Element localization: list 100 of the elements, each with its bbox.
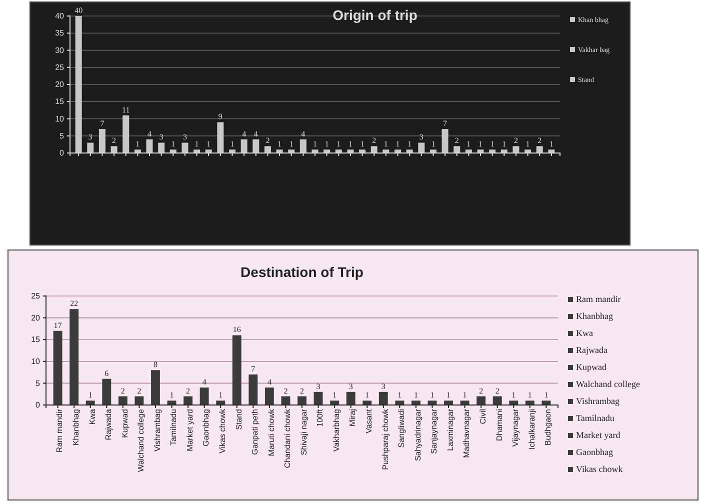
bar: [312, 150, 318, 153]
x-tick-label: Dhamani: [494, 408, 504, 442]
bar: [122, 115, 130, 153]
y-tick-label: 15: [55, 97, 65, 106]
data-label: 2: [514, 136, 518, 146]
data-label: 1: [490, 140, 494, 149]
text: Rajwada: [576, 345, 608, 355]
x-tick-label: Vishrambag: [152, 409, 162, 452]
data-label: 1: [313, 140, 317, 149]
x-tick-label: Vijaynagar: [511, 408, 520, 447]
data-label: 1: [336, 140, 341, 149]
x-tick-label: Vakharbhag: [332, 409, 341, 452]
data-label: 3: [419, 132, 424, 142]
data-label: 3: [381, 382, 386, 391]
data-label: 1: [512, 390, 516, 400]
data-label: 1: [414, 390, 418, 400]
data-label: 1: [502, 140, 506, 149]
bar: [509, 400, 518, 405]
x-tick-label: Sangliwadi: [397, 408, 406, 448]
bar: [492, 396, 502, 405]
data-label: 2: [284, 386, 288, 396]
x-tick-label: Vikas chowk: [218, 408, 227, 454]
x-tick-label: Chandani chowk: [283, 408, 292, 468]
x-tick-label: Miraj: [348, 408, 358, 426]
bar: [418, 142, 425, 153]
y-tick-label: 5: [36, 378, 41, 388]
bar: [146, 139, 153, 153]
x-tick-label: Ganpati peth: [250, 409, 260, 455]
bar: [378, 392, 388, 405]
bar: [118, 396, 128, 405]
text: Ram mandir: [576, 294, 621, 304]
bar: [460, 400, 470, 405]
data-label: 1: [462, 390, 467, 400]
data-label: 1: [431, 140, 436, 149]
data-label: 2: [137, 386, 142, 396]
bar: [98, 129, 106, 153]
x-tick-label: Ichalkaranji: [527, 408, 536, 450]
data-label: 3: [316, 382, 320, 391]
x-tick-label: Civil: [478, 408, 488, 424]
bar: [281, 396, 290, 405]
data-label: 2: [112, 136, 116, 146]
data-label: 1: [332, 390, 337, 400]
y-tick-label: 20: [55, 80, 65, 90]
bar: [87, 142, 94, 153]
bar: [300, 139, 306, 153]
text: Kwa: [576, 328, 593, 338]
data-label: 4: [148, 129, 152, 138]
data-label: 17: [54, 320, 62, 330]
bar: [536, 146, 543, 153]
data-label: 1: [194, 140, 199, 149]
data-label: 4: [242, 129, 246, 138]
y-tick-label: 10: [31, 356, 41, 366]
x-tick-label: Stand: [234, 409, 244, 430]
x-tick-label: Shivaji nagar: [299, 408, 308, 456]
x-tick-label: 100ft: [316, 408, 325, 427]
data-label: 1: [408, 140, 412, 149]
y-tick-label: 35: [55, 28, 65, 38]
data-label: 6: [104, 368, 109, 378]
data-label: 1: [430, 390, 434, 400]
chart-title: Destination of Trip: [240, 264, 364, 280]
bar: [86, 400, 95, 405]
data-label: 40: [74, 6, 83, 15]
bar: [362, 400, 372, 405]
y-tick-label: 20: [31, 313, 41, 322]
data-label: 11: [122, 105, 130, 114]
data-label: 1: [365, 390, 370, 400]
data-label: 2: [120, 386, 125, 396]
data-label: 1: [136, 140, 140, 149]
bar: [264, 146, 271, 153]
x-tick-label: Market yard: [185, 409, 194, 452]
bar: [476, 396, 486, 405]
data-label: 2: [479, 386, 484, 396]
bar: [248, 374, 258, 405]
data-label: 1: [360, 140, 364, 149]
y-tick-label: 0: [60, 148, 65, 158]
data-label: 8: [153, 360, 158, 370]
data-label: 1: [466, 140, 471, 149]
x-tick-label: Gaonbhag: [202, 409, 211, 446]
data-label: 1: [446, 390, 451, 400]
y-tick-label: 40: [55, 12, 65, 21]
data-label: 1: [171, 140, 176, 149]
data-label: 1: [384, 140, 388, 149]
bar: [240, 139, 248, 153]
data-label: 3: [348, 382, 353, 391]
data-label: 1: [348, 140, 352, 149]
bar: [70, 309, 79, 405]
x-tick-label: Sanjaynagar: [430, 408, 439, 454]
data-label: 7: [100, 119, 104, 128]
bar: [252, 139, 260, 153]
x-tick-label: Kwa: [88, 408, 97, 425]
data-label: 22: [70, 299, 78, 308]
bar: [75, 16, 82, 153]
bar: [182, 142, 188, 153]
y-tick-label: 25: [31, 292, 41, 301]
bar: [477, 150, 484, 153]
text: Kupwad: [576, 362, 607, 372]
data-label: 2: [538, 136, 542, 146]
bar: [53, 330, 62, 405]
bar: [346, 392, 356, 405]
x-tick-label: Kupwad: [120, 409, 130, 438]
